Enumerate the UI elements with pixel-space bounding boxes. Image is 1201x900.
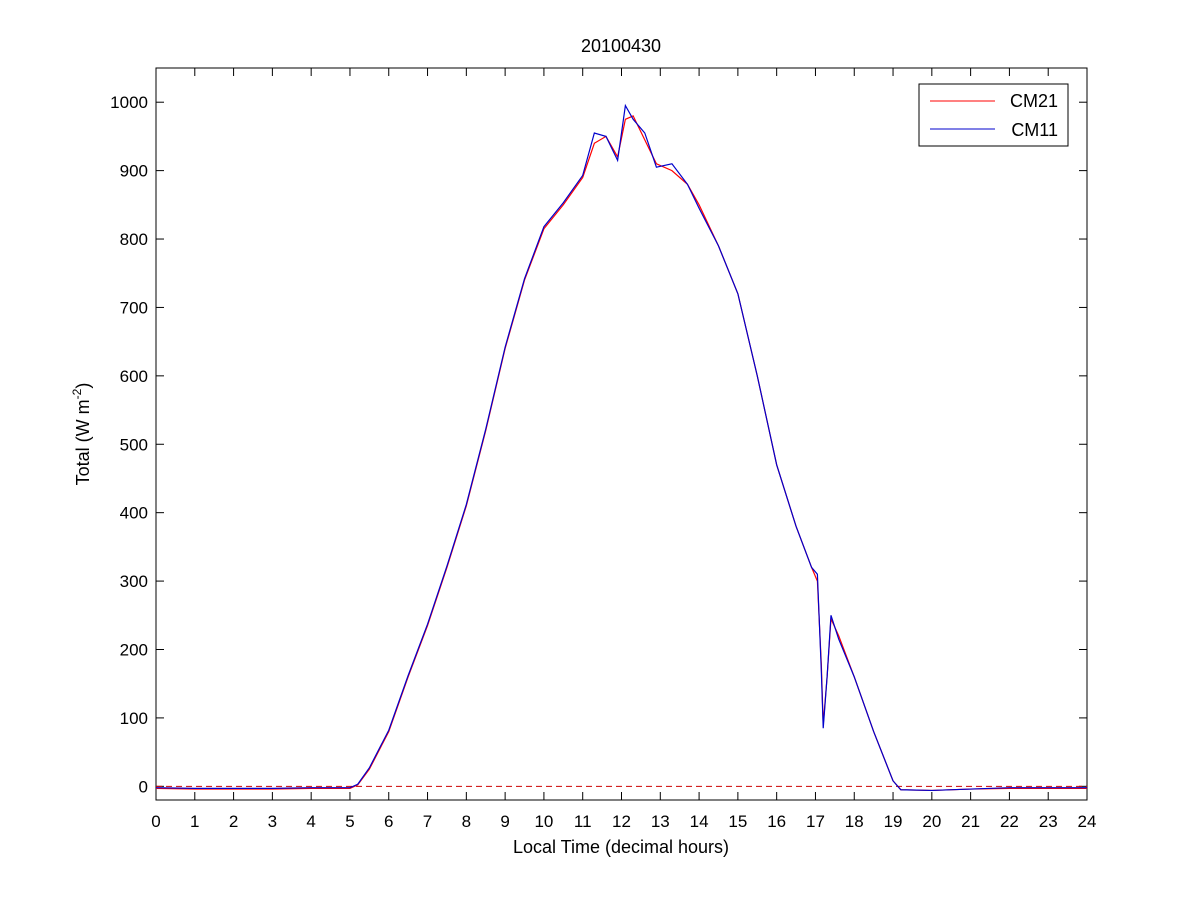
y-tick-label: 700 — [120, 298, 148, 317]
y-axis-title-main: Total (W m — [73, 399, 93, 485]
x-tick-label: 19 — [884, 812, 903, 831]
y-tick-label: 500 — [120, 435, 148, 454]
y-tick-label: 400 — [120, 504, 148, 523]
x-tick-label: 0 — [151, 812, 160, 831]
y-axis-title-suffix: ) — [73, 383, 93, 389]
y-tick-label: 600 — [120, 367, 148, 386]
plot-lines — [155, 103, 1087, 792]
x-tick-label: 13 — [651, 812, 670, 831]
x-tick-label: 23 — [1039, 812, 1058, 831]
x-tick-label: 18 — [845, 812, 864, 831]
x-tick-label: 7 — [423, 812, 432, 831]
legend-box — [918, 83, 1069, 147]
y-tick-label: 800 — [120, 230, 148, 249]
x-tick-label: 12 — [612, 812, 631, 831]
y-tick-label: 0 — [139, 777, 148, 796]
y-tick-label: 100 — [120, 709, 148, 728]
chart-title: 20100430 — [581, 36, 661, 56]
x-tick-label: 4 — [306, 812, 315, 831]
x-tick-label: 1 — [190, 812, 199, 831]
x-tick-label: 3 — [268, 812, 277, 831]
y-axis-title: Total (W m-2) — [70, 383, 93, 486]
y-tick-label: 1000 — [110, 93, 148, 112]
x-tick-label: 6 — [384, 812, 393, 831]
x-tick-label: 17 — [806, 812, 825, 831]
series-line-cm11 — [155, 103, 1087, 792]
x-tick-label: 15 — [728, 812, 747, 831]
x-tick-label: 5 — [345, 812, 354, 831]
x-tick-label: 9 — [500, 812, 509, 831]
y-axis: 0 100 200 300 400 500 600 700 800 900 1000 — [110, 93, 1087, 796]
x-tick-label: 22 — [1000, 812, 1019, 831]
x-axis-title: Local Time (decimal hours) — [513, 837, 729, 857]
x-axis: 0 1 2 3 4 5 6 7 8 9 10 11 12 13 14 15 16 17 18 19 20 21 22 23 24 — [151, 68, 1096, 831]
x-tick-label: 2 — [229, 812, 238, 831]
legend-label-cm21: CM21 — [1010, 91, 1058, 111]
x-tick-label: 10 — [534, 812, 553, 831]
x-tick-label: 21 — [961, 812, 980, 831]
y-axis-title-superscript: -2 — [70, 388, 84, 399]
x-tick-label: 20 — [922, 812, 941, 831]
x-tick-label: 11 — [574, 812, 592, 831]
plot-area — [155, 67, 1088, 801]
x-tick-label: 24 — [1078, 812, 1097, 831]
y-tick-label: 200 — [120, 640, 148, 659]
y-tick-label: 900 — [120, 162, 148, 181]
legend-label-cm11: CM11 — [1011, 120, 1058, 140]
legend: CM21 CM11 — [918, 83, 1069, 147]
x-tick-label: 16 — [767, 812, 786, 831]
x-tick-label: 14 — [690, 812, 709, 831]
x-tick-label: 8 — [462, 812, 471, 831]
y-tick-label: 300 — [120, 572, 148, 591]
